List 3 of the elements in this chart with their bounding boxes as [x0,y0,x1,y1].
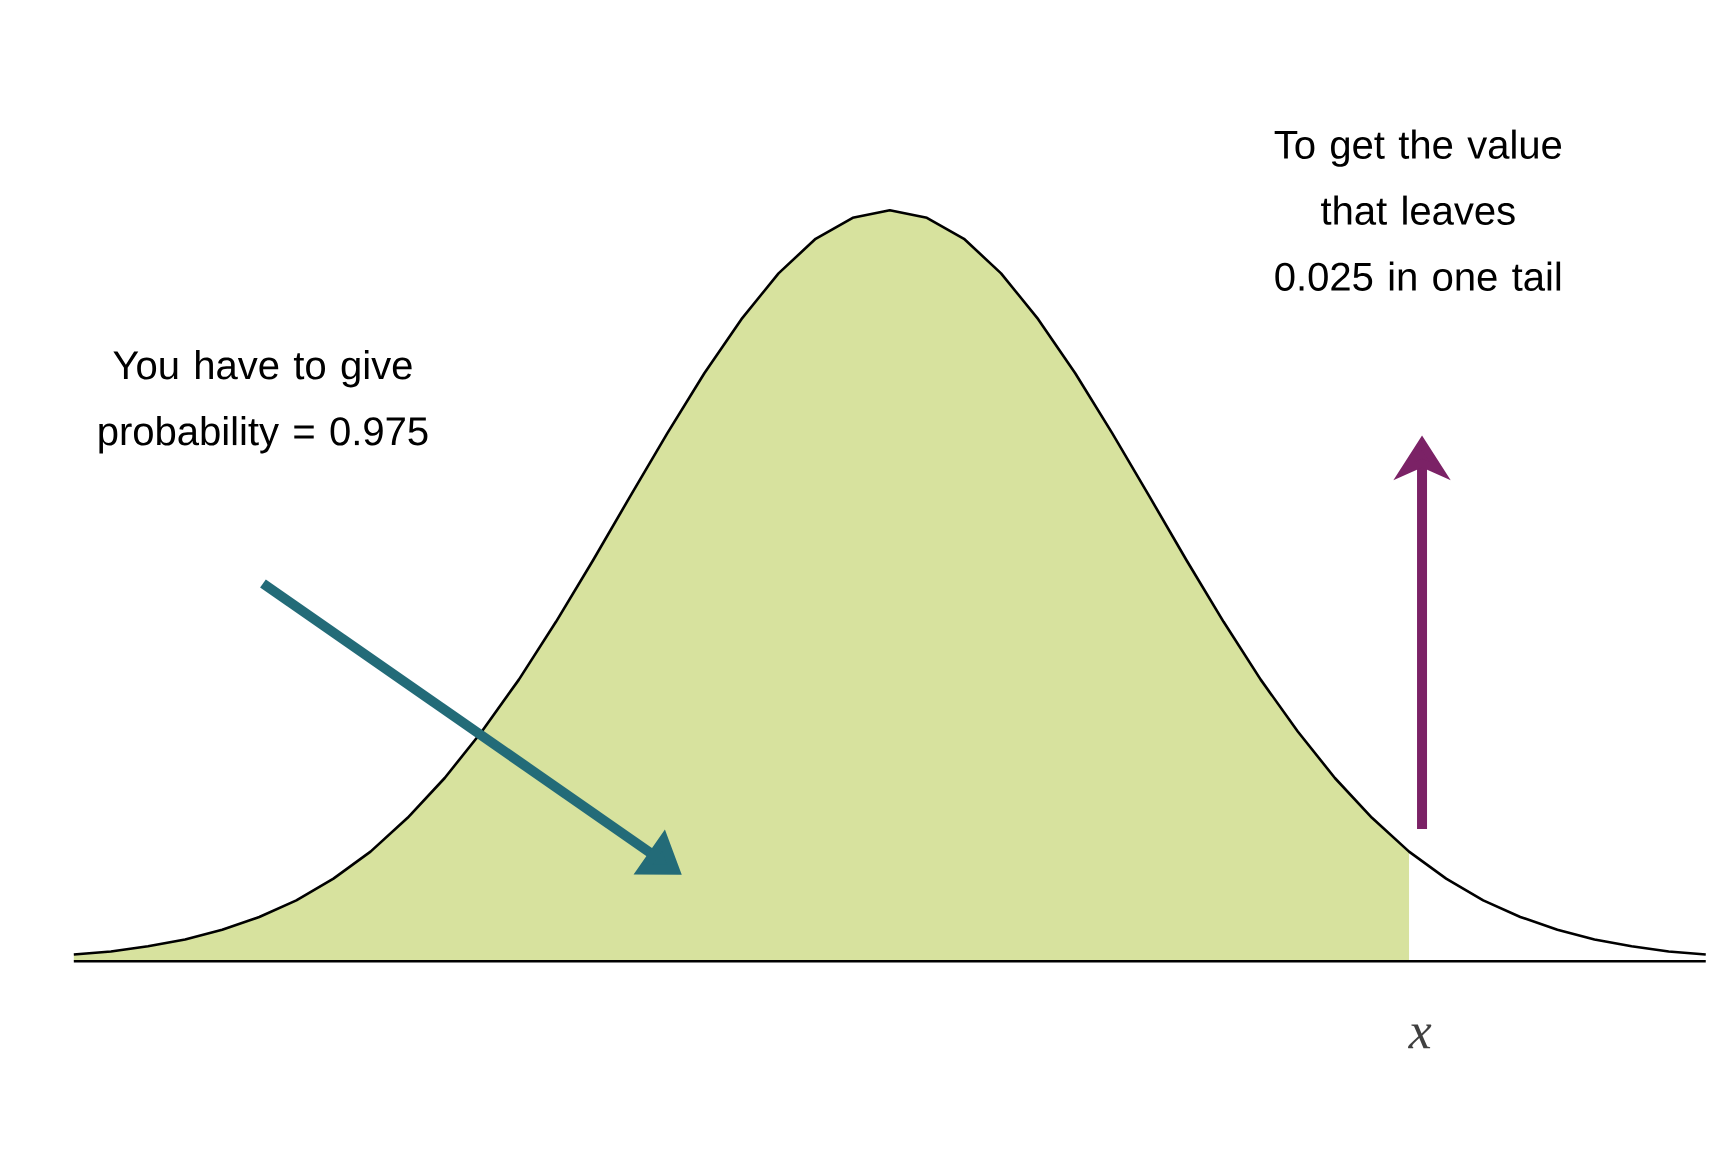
text: x [1408,1024,1432,1049]
annotation: You have to give probability = 0.975 [99,350,428,454]
annotation: To get the value that leaves 0.025 in one tail [1274,129,1562,291]
